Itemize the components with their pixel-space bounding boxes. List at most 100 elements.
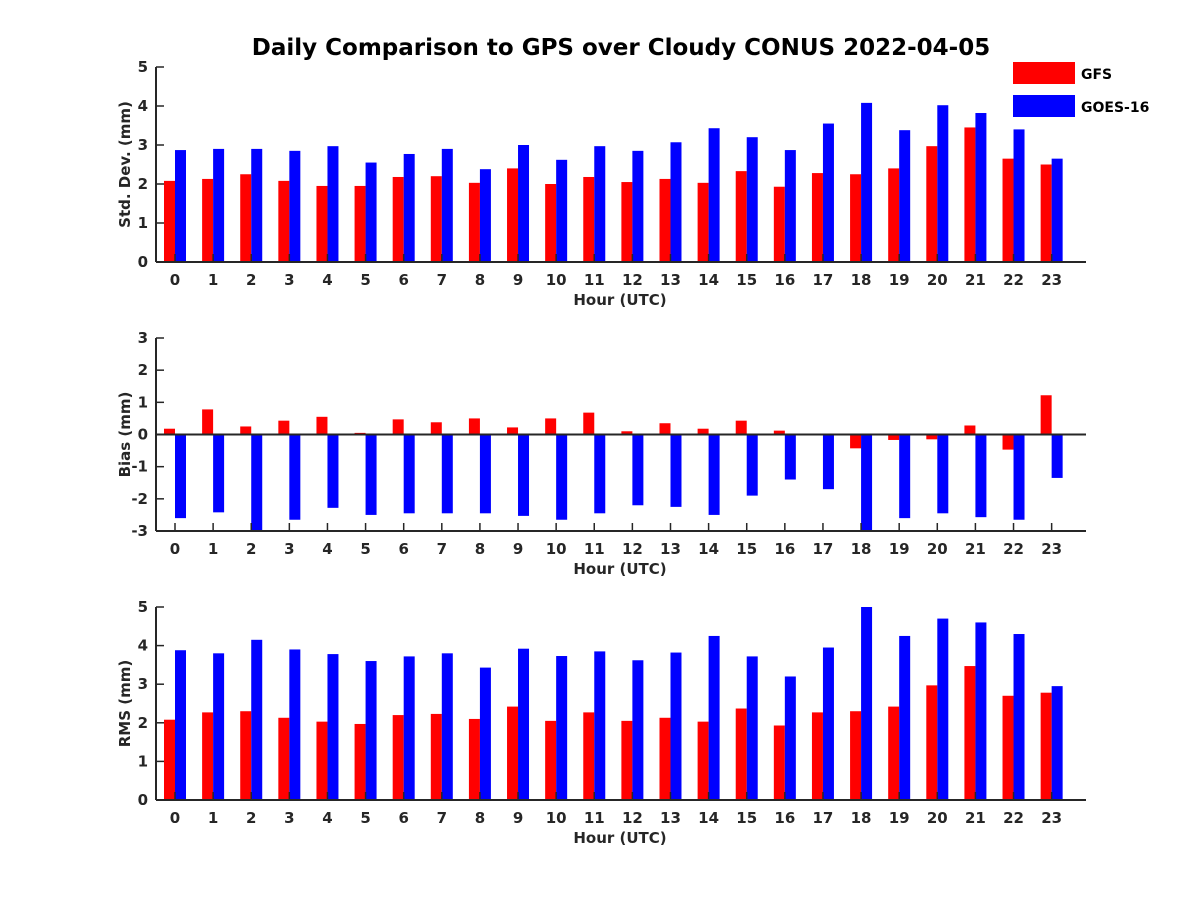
bar-goes16-panel0-hour-13 (670, 142, 682, 262)
x-tick-label-panel1-10: 10 (546, 540, 567, 558)
x-tick-label-panel1-22: 22 (1003, 540, 1024, 558)
x-tick-label-panel2-5: 5 (360, 809, 370, 827)
x-tick-label-panel2-9: 9 (513, 809, 523, 827)
x-tick-label-panel1-17: 17 (813, 540, 834, 558)
bar-gfs-panel1-hour-8 (468, 418, 480, 435)
bar-goes16-panel2-hour-4 (327, 654, 339, 800)
x-axis-label-panel2: Hour (UTC) (573, 829, 666, 847)
bar-goes16-panel1-hour-18 (861, 434, 873, 531)
bar-gfs-panel2-hour-8 (468, 718, 480, 800)
bar-gfs-panel2-hour-21 (964, 666, 976, 800)
y-tick-label-panel2-3: 3 (138, 675, 148, 693)
bar-gfs-panel2-hour-10 (545, 720, 557, 800)
bar-gfs-panel0-hour-10 (545, 184, 557, 262)
bar-gfs-panel0-hour-13 (659, 178, 671, 262)
bar-goes16-panel2-hour-13 (670, 652, 682, 800)
x-tick-label-panel2-3: 3 (284, 809, 294, 827)
y-tick-label-panel1-5: 2 (138, 361, 148, 379)
chart-title: Daily Comparison to GPS over Cloudy CONU… (252, 35, 990, 61)
bar-goes16-panel0-hour-8 (479, 169, 491, 262)
x-tick-label-panel0-19: 19 (889, 271, 910, 289)
bar-goes16-panel0-hour-18 (861, 102, 873, 262)
y-tick-label-panel1-0: -3 (131, 522, 148, 540)
bar-gfs-panel2-hour-22 (1002, 695, 1014, 800)
bar-gfs-panel1-hour-9 (507, 427, 519, 435)
bar-gfs-panel0-hour-15 (735, 171, 747, 262)
x-tick-label-panel1-16: 16 (774, 540, 795, 558)
bar-goes16-panel0-hour-15 (746, 137, 758, 262)
bar-goes16-panel0-hour-21 (975, 113, 987, 263)
bar-goes16-panel1-hour-8 (479, 434, 491, 514)
legend: GFS GOES-16 (1013, 62, 1149, 117)
x-tick-label-panel0-15: 15 (736, 271, 757, 289)
bar-goes16-panel0-hour-19 (899, 130, 911, 262)
bar-goes16-panel1-hour-14 (708, 434, 720, 515)
bar-goes16-panel2-hour-22 (1013, 634, 1025, 800)
x-axis-label-panel0: Hour (UTC) (573, 291, 666, 309)
x-tick-label-panel1-7: 7 (437, 540, 447, 558)
bar-goes16-panel1-hour-0 (175, 434, 186, 519)
x-tick-label-panel1-11: 11 (584, 540, 605, 558)
bar-gfs-panel1-hour-10 (545, 418, 557, 435)
bar-gfs-panel0-hour-1 (202, 178, 214, 262)
x-tick-label-panel0-12: 12 (622, 271, 643, 289)
x-tick-label-panel0-7: 7 (437, 271, 447, 289)
x-tick-label-panel1-12: 12 (622, 540, 643, 558)
bar-gfs-panel2-hour-20 (926, 685, 938, 800)
bar-goes16-panel1-hour-17 (822, 434, 834, 490)
bar-goes16-panel2-hour-1 (213, 653, 225, 800)
x-tick-label-panel0-23: 23 (1041, 271, 1062, 289)
bar-goes16-panel1-hour-2 (251, 434, 263, 531)
bar-goes16-panel1-hour-10 (556, 434, 568, 520)
bar-goes16-panel1-hour-13 (670, 434, 682, 507)
bar-goes16-panel1-hour-9 (518, 434, 530, 516)
bar-gfs-panel1-hour-19 (888, 434, 900, 440)
x-tick-label-panel0-2: 2 (246, 271, 256, 289)
bar-goes16-panel0-hour-14 (708, 128, 720, 262)
bar-goes16-panel0-hour-3 (289, 150, 301, 262)
y-tick-label-panel0-4: 4 (138, 97, 148, 115)
bar-gfs-panel1-hour-2 (240, 426, 252, 435)
y-tick-label-panel2-1: 1 (138, 752, 148, 770)
bar-gfs-panel0-hour-23 (1040, 164, 1052, 262)
bar-goes16-panel1-hour-6 (403, 434, 415, 514)
y-tick-label-panel1-1: -2 (131, 490, 148, 508)
y-axis-label-panel0: Std. Dev. (mm) (116, 101, 134, 228)
bar-gfs-panel0-hour-20 (926, 146, 938, 262)
x-tick-label-panel0-1: 1 (208, 271, 218, 289)
y-tick-label-panel2-5: 5 (138, 598, 148, 616)
bar-gfs-panel1-hour-11 (583, 412, 595, 435)
x-tick-label-panel1-19: 19 (889, 540, 910, 558)
bar-gfs-panel2-hour-11 (583, 712, 595, 800)
bar-goes16-panel2-hour-17 (822, 647, 834, 800)
x-tick-label-panel1-21: 21 (965, 540, 986, 558)
bar-goes16-panel2-hour-9 (518, 648, 530, 800)
bar-gfs-panel2-hour-7 (430, 713, 442, 800)
bar-gfs-panel1-hour-4 (316, 416, 328, 435)
bar-goes16-panel1-hour-3 (289, 434, 301, 520)
x-tick-label-panel2-22: 22 (1003, 809, 1024, 827)
x-tick-label-panel0-8: 8 (475, 271, 485, 289)
bar-goes16-panel1-hour-4 (327, 434, 339, 508)
x-tick-label-panel0-4: 4 (322, 271, 332, 289)
x-tick-label-panel0-17: 17 (813, 271, 834, 289)
bar-gfs-panel0-hour-14 (697, 182, 709, 262)
x-tick-label-panel0-16: 16 (774, 271, 795, 289)
bar-goes16-panel0-hour-0 (175, 150, 186, 262)
x-tick-label-panel2-2: 2 (246, 809, 256, 827)
x-tick-label-panel2-18: 18 (851, 809, 872, 827)
x-tick-label-panel2-12: 12 (622, 809, 643, 827)
bar-gfs-panel2-hour-12 (621, 720, 633, 800)
bar-goes16-panel0-hour-4 (327, 146, 339, 262)
bar-gfs-panel1-hour-1 (202, 409, 214, 435)
x-tick-label-panel1-23: 23 (1041, 540, 1062, 558)
bar-gfs-panel2-hour-23 (1040, 692, 1052, 800)
bar-gfs-panel2-hour-2 (240, 711, 252, 800)
bar-goes16-panel2-hour-16 (784, 676, 796, 800)
bar-goes16-panel2-hour-10 (556, 656, 568, 800)
x-tick-label-panel0-20: 20 (927, 271, 948, 289)
